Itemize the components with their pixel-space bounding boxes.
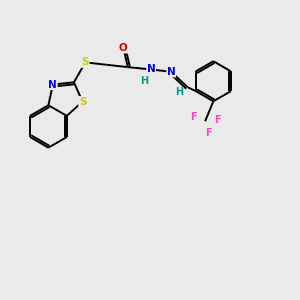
Text: N: N [48, 80, 57, 89]
Text: S: S [79, 97, 86, 107]
Text: S: S [82, 57, 89, 68]
Text: F: F [205, 128, 212, 138]
Text: N: N [147, 64, 155, 74]
Text: N: N [167, 67, 176, 77]
Text: H: H [175, 87, 183, 98]
Text: F: F [214, 115, 221, 125]
Text: O: O [119, 43, 128, 53]
Text: F: F [190, 112, 196, 122]
Text: H: H [141, 76, 149, 86]
